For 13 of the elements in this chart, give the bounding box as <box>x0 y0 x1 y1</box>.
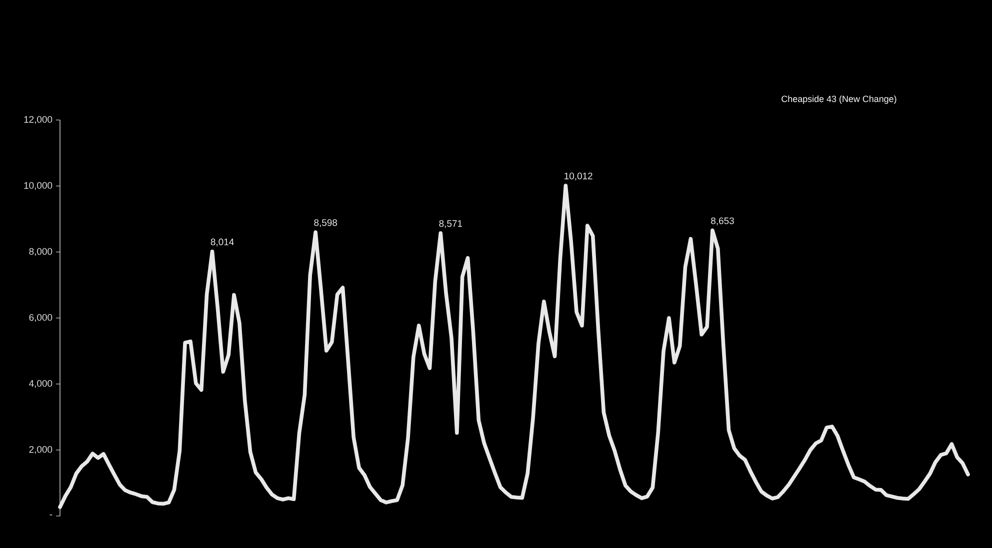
y-tick-label: 2,000 <box>29 446 52 454</box>
y-tick-label: 6,000 <box>29 314 52 322</box>
data-label: 10,012 <box>564 172 592 180</box>
data-label: 8,598 <box>314 219 338 228</box>
y-tick-label: 12,000 <box>24 116 52 124</box>
data-label: 8,653 <box>711 217 734 226</box>
y-tick-label: 10,000 <box>24 182 52 190</box>
y-tick-label: 8,000 <box>29 248 52 256</box>
chart-title: Cheapside 43 (New Change) <box>782 95 896 104</box>
data-label: 8,571 <box>439 220 462 228</box>
y-tick-label: - <box>50 514 52 516</box>
y-tick-label: 4,000 <box>29 380 52 388</box>
data-label: 8,014 <box>210 238 234 246</box>
